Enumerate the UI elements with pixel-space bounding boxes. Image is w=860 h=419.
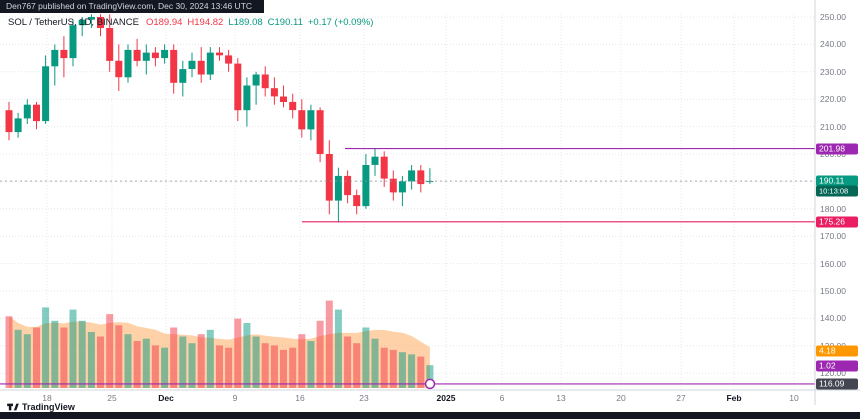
ohlc-C: C190.11 <box>267 17 303 28</box>
time-tick-27: 27 <box>676 393 686 403</box>
time-tick-6: 6 <box>499 393 505 403</box>
price-tick: 250.00 <box>820 12 846 22</box>
time-tick-Dec: Dec <box>158 393 174 403</box>
price-tick: 240.00 <box>820 39 846 50</box>
time-tick-23: 23 <box>359 393 369 403</box>
time-tick-20: 20 <box>616 393 626 403</box>
price-label-116.09: 116.09 <box>816 378 858 390</box>
time-tick-Feb: Feb <box>726 393 742 403</box>
price-label-4.18: 4.18 <box>816 345 858 357</box>
price-tick: 140.00 <box>820 313 846 324</box>
tradingview-logo[interactable]: TradingView <box>7 402 75 412</box>
ohlc-L: L189.08 <box>228 17 263 28</box>
tradingview-logo-text: TradingView <box>22 402 75 412</box>
time-tick-25: 25 <box>107 393 117 403</box>
publish-attribution: Den767 published on TradingView.com, Dec… <box>0 0 265 13</box>
price-tick: 170.00 <box>820 231 846 242</box>
price-tick: 150.00 <box>820 286 846 296</box>
price-tick: 220.00 <box>820 94 846 105</box>
bar-close-countdown: 10:13:08 <box>816 185 858 197</box>
bottom-frame-strip <box>0 412 860 419</box>
price-tick: 210.00 <box>820 121 846 132</box>
time-tick-13: 13 <box>556 393 566 403</box>
time-tick-9: 9 <box>232 393 238 403</box>
symbol-title[interactable]: SOL / TetherUS, 1D, BINANCE <box>8 17 139 28</box>
price-axis[interactable]: 250.00240.00230.00220.00210.00200.00190.… <box>815 0 860 405</box>
time-axis[interactable]: 18 25 Dec 9 16 23 2025 6 13 20 27 Feb 10 <box>0 390 815 405</box>
time-tick-10: 10 <box>789 393 799 403</box>
price-tick: 180.00 <box>820 203 846 214</box>
price-tick: 230.00 <box>820 66 846 77</box>
price-label-1.02: 1.02 <box>816 360 858 372</box>
price-label-190.11: 190.11 <box>816 175 858 187</box>
time-tick-2025: 2025 <box>436 393 456 403</box>
price-label-201.98: 201.98 <box>816 143 858 155</box>
ohlc-change: +0.17 (+0.09%) <box>307 17 374 28</box>
time-tick-16: 16 <box>295 393 305 403</box>
price-tick: 160.00 <box>820 258 846 269</box>
ohlc-H: H194.82 <box>187 17 224 28</box>
time-tick-18: 18 <box>42 393 52 403</box>
chart-legend[interactable]: SOL / TetherUS, 1D, BINANCE O189.94 H194.8… <box>8 17 373 28</box>
ohlc-O: O189.94 <box>145 17 183 28</box>
price-tick: 120.00 <box>820 368 846 379</box>
price-label-175.26: 175.26 <box>816 216 858 228</box>
tradingview-logo-icon <box>7 403 19 411</box>
ohlc-values: O189.94 H194.82 L189.08 C190.11 +0.17 (+0.09… <box>141 17 373 28</box>
